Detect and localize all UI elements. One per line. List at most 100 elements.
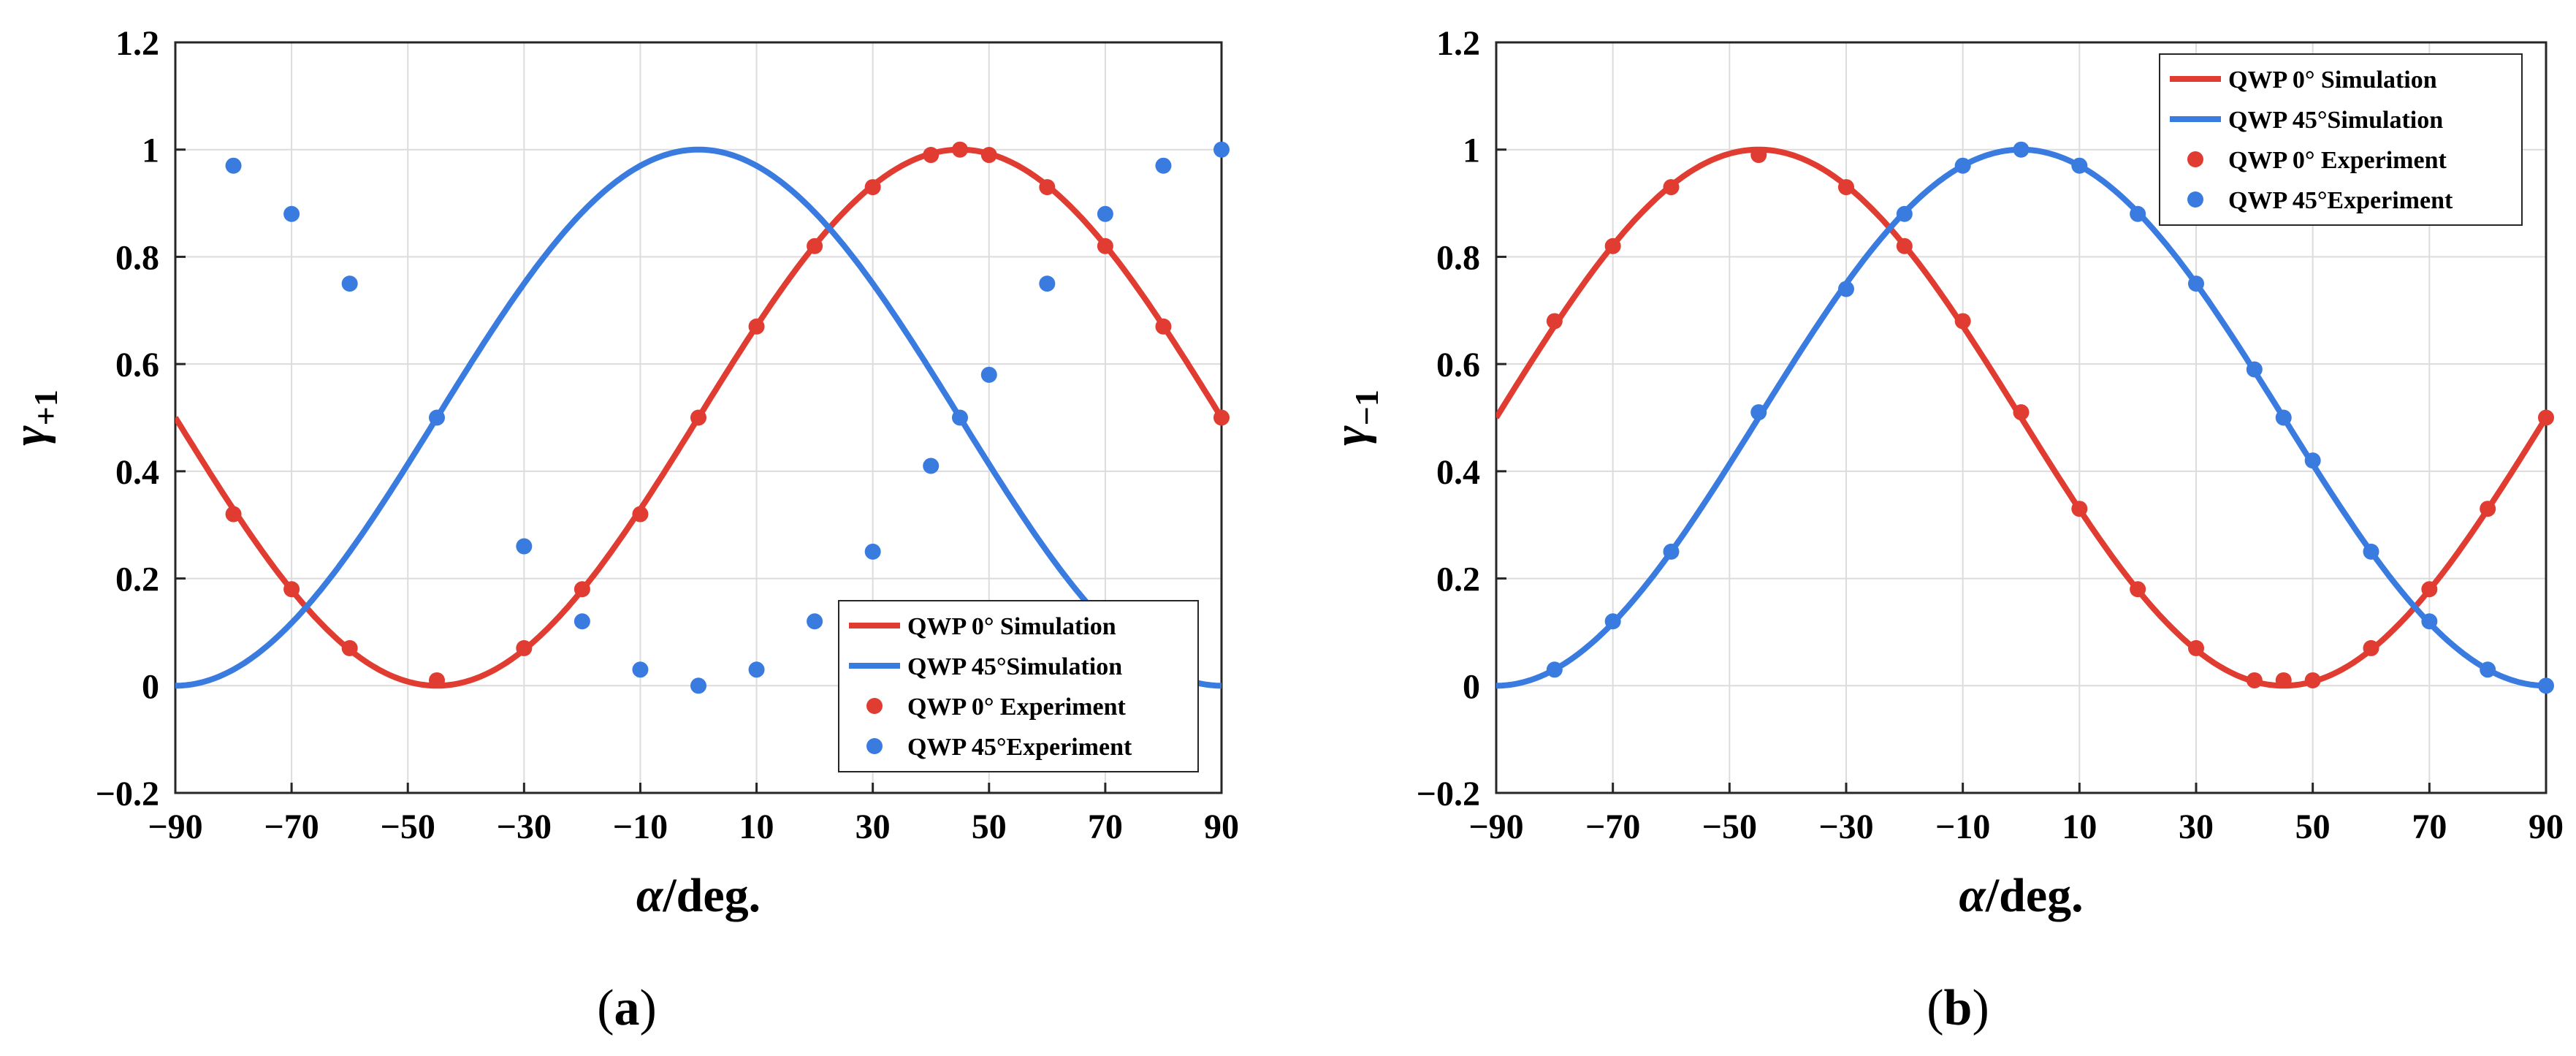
data-point xyxy=(1896,205,1913,222)
legend-label: QWP 0° Simulation xyxy=(907,613,1116,640)
data-point xyxy=(2013,141,2030,158)
x-axis-label-unit: /deg. xyxy=(662,869,761,922)
data-point xyxy=(952,141,968,158)
x-tick-label: −10 xyxy=(1935,808,1990,846)
y-axis-label-symbol: γ xyxy=(1324,425,1377,446)
legend-label: QWP 0° Experiment xyxy=(907,694,1126,721)
data-point xyxy=(2246,361,2263,378)
data-point xyxy=(2421,613,2438,630)
data-point xyxy=(1838,179,1854,196)
legend-marker-swatch xyxy=(2187,151,2203,167)
data-point xyxy=(1663,179,1680,196)
data-point xyxy=(1546,661,1563,678)
data-point xyxy=(864,543,881,560)
y-tick-label: 1.2 xyxy=(115,24,159,63)
x-tick-label: −90 xyxy=(148,808,202,846)
legend-label: QWP 0° Experiment xyxy=(2228,147,2447,174)
data-point xyxy=(2246,672,2263,688)
data-point xyxy=(2363,639,2379,656)
x-axis-label: α/deg. xyxy=(636,869,761,922)
x-tick-label: 90 xyxy=(2529,808,2564,846)
legend-marker-swatch xyxy=(2187,191,2203,208)
data-point xyxy=(2538,677,2554,694)
data-point xyxy=(2538,409,2554,426)
data-point xyxy=(2304,672,2321,688)
data-point xyxy=(429,672,445,688)
legend-marker-swatch xyxy=(866,698,883,714)
y-tick-label: 0.4 xyxy=(1436,453,1480,492)
data-point xyxy=(2130,205,2146,222)
x-tick-label: 70 xyxy=(1088,808,1123,846)
legend-label: QWP 45°Simulation xyxy=(2228,107,2443,134)
data-point xyxy=(283,581,300,598)
x-tick-label: −30 xyxy=(1818,808,1873,846)
data-point xyxy=(2071,501,2088,517)
data-point xyxy=(748,661,765,678)
series-line-1 xyxy=(175,146,1222,689)
data-point xyxy=(1039,276,1056,292)
legend-box xyxy=(838,600,1199,772)
data-point xyxy=(1097,205,1113,222)
y-axis-label: γ+1 xyxy=(3,390,64,446)
x-tick-label: −70 xyxy=(264,808,319,846)
data-point xyxy=(2188,639,2204,656)
y-tick-label: 1 xyxy=(142,132,159,170)
data-point xyxy=(2275,672,2292,688)
y-tick-label: 0.6 xyxy=(115,346,159,384)
y-tick-label: −0.2 xyxy=(1417,775,1480,813)
data-point xyxy=(1750,404,1767,421)
data-point xyxy=(516,538,533,555)
data-point xyxy=(923,147,940,164)
y-tick-label: 0.6 xyxy=(1436,346,1480,384)
data-point xyxy=(516,639,533,656)
x-tick-label: −70 xyxy=(1585,808,1640,846)
panel-caption: (b) xyxy=(1927,980,1989,1036)
data-point xyxy=(573,581,590,598)
data-point xyxy=(864,179,881,196)
data-point xyxy=(690,409,706,426)
x-tick-label: −10 xyxy=(613,808,668,846)
legend-label: QWP 45°Experiment xyxy=(2228,187,2453,214)
y-tick-label: 0.2 xyxy=(1436,561,1480,599)
data-point xyxy=(1954,313,1971,330)
chart-panel-b: −90 −70 −50 −30 −10 10 30 50 70 90 −0.2 0 0.2 0.4 0.6 0… xyxy=(1324,24,2564,1036)
data-point xyxy=(1213,141,1230,158)
x-tick-label: 10 xyxy=(2062,808,2097,846)
data-point xyxy=(2363,543,2379,560)
data-point xyxy=(1604,238,1621,254)
legend: QWP 0° Simulation QWP 45°Simulation QWP 0°… xyxy=(838,600,1199,772)
x-axis-label-unit: /deg. xyxy=(1985,869,2084,922)
y-tick-label: 1 xyxy=(1463,132,1480,170)
data-point xyxy=(1155,318,1172,335)
legend-box xyxy=(2159,53,2523,226)
data-point xyxy=(2480,661,2496,678)
x-axis-label-symbol: α xyxy=(1959,869,1986,922)
data-point xyxy=(980,366,997,383)
panel-caption: (a) xyxy=(597,980,657,1036)
x-tick-label: −30 xyxy=(497,808,552,846)
data-point xyxy=(2275,409,2292,426)
x-tick-label: −50 xyxy=(381,808,435,846)
data-point xyxy=(341,639,358,656)
y-tick-label: 0.8 xyxy=(1436,238,1480,277)
data-point xyxy=(573,613,590,630)
y-tick-label: −0.2 xyxy=(96,775,159,813)
x-axis-label: α/deg. xyxy=(1959,869,2083,922)
x-tick-label: 90 xyxy=(1204,808,1239,846)
data-point xyxy=(2071,157,2088,174)
data-point xyxy=(748,318,765,335)
data-point xyxy=(429,409,445,426)
data-point xyxy=(923,457,940,474)
y-axis-label-subscript: −1 xyxy=(1348,390,1385,425)
y-tick-label: 0 xyxy=(142,667,159,706)
legend-marker-swatch xyxy=(866,738,883,754)
data-point xyxy=(807,238,823,254)
legend-label: QWP 45°Experiment xyxy=(907,734,1132,761)
chart-panel-a: −90 −70 −50 −30 −10 10 30 50 70 90 −0.2 0 0.2 0.4 0.6 0… xyxy=(3,24,1239,1036)
data-point xyxy=(1039,179,1056,196)
legend-label: QWP 0° Simulation xyxy=(2228,67,2437,94)
data-point xyxy=(2421,581,2438,598)
data-point xyxy=(1838,281,1854,297)
x-tick-label: 50 xyxy=(972,808,1007,846)
